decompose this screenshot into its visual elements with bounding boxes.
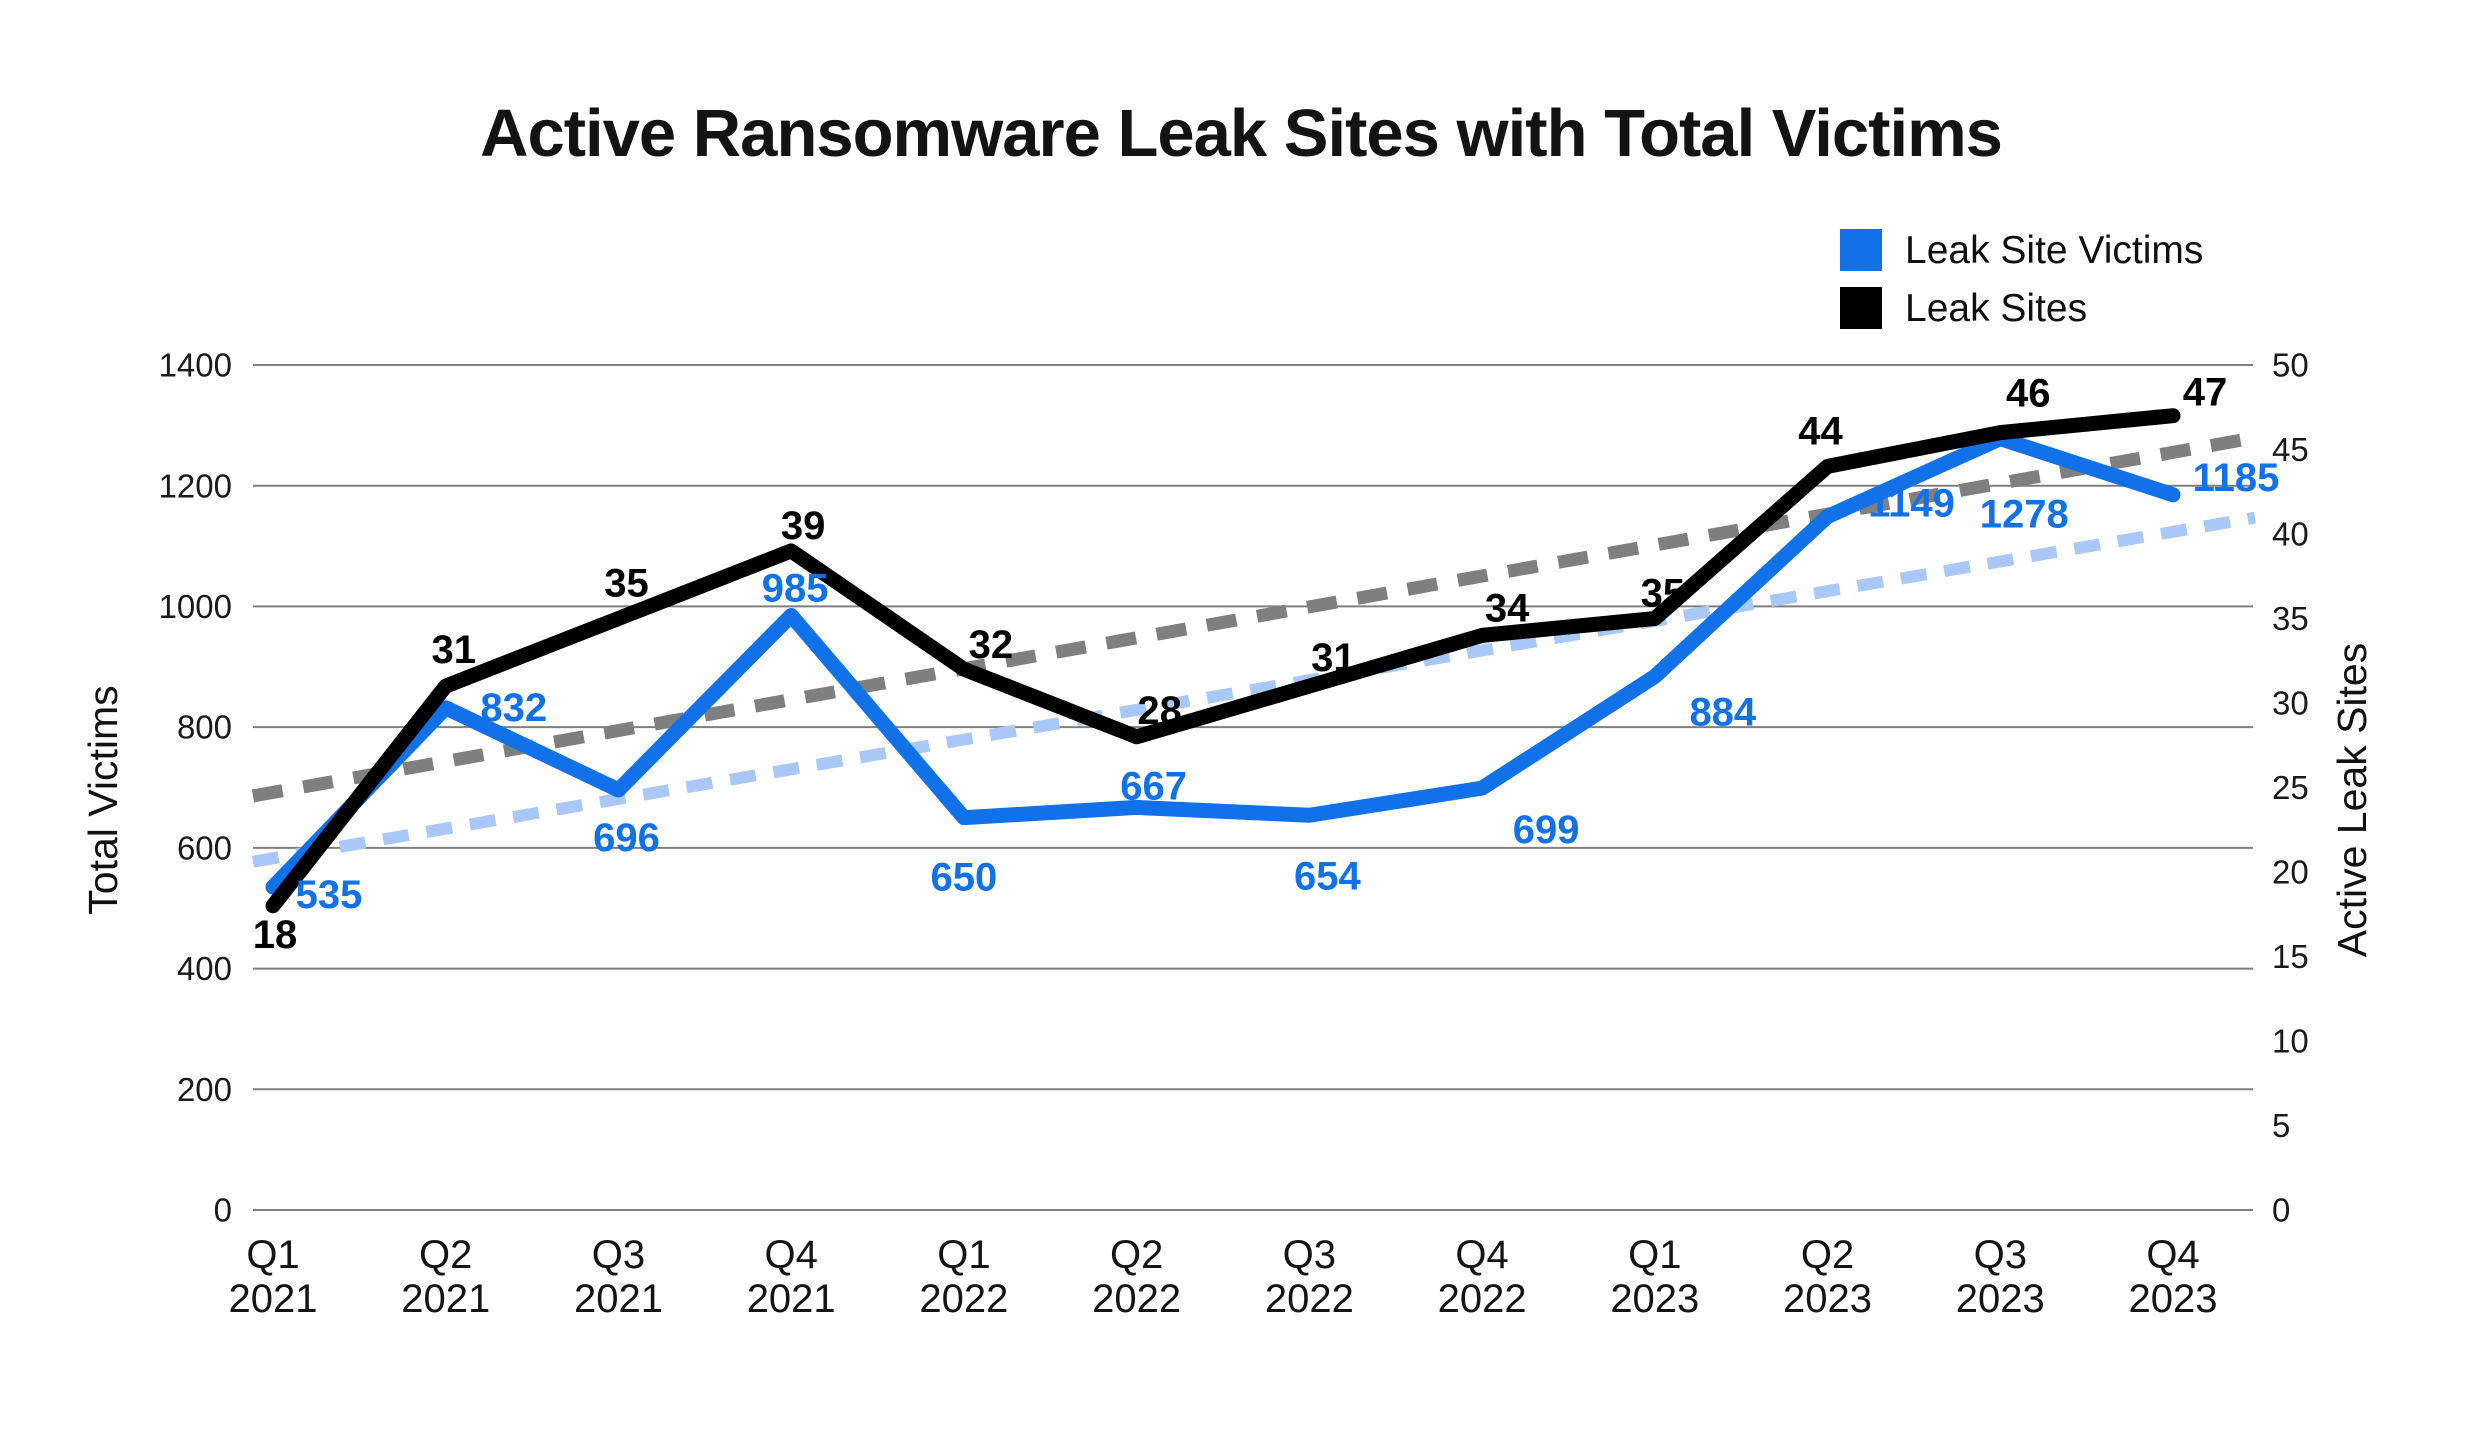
x-axis-tick-quarter: Q3	[1283, 1233, 1336, 1277]
legend-swatch-leak-site-victims	[1840, 229, 1882, 271]
x-axis-tick-year: 2021	[747, 1277, 836, 1321]
x-axis-tick-year: 2022	[1092, 1277, 1181, 1321]
left-axis-tick: 1200	[159, 467, 232, 504]
data-label-leak-sites-q2-2023: 44	[1798, 409, 1843, 453]
x-axis-tick-year: 2021	[401, 1277, 490, 1321]
x-axis-tick-year: 2021	[574, 1277, 663, 1321]
data-label-leak-site-victims-q1-2023: 884	[1689, 690, 1756, 734]
data-label-leak-sites-q4-2023: 47	[2183, 371, 2228, 415]
data-label-leak-site-victims-q4-2023: 1185	[2193, 456, 2280, 500]
data-label-leak-site-victims-q2-2023: 1149	[1868, 481, 1955, 525]
chart-title: Active Ransomware Leak Sites with Total …	[480, 96, 2003, 171]
data-label-leak-sites-q2-2022: 28	[1137, 689, 1182, 733]
data-label-leak-site-victims-q2-2021: 832	[480, 686, 547, 730]
x-axis-tick-quarter: Q3	[592, 1233, 645, 1277]
legend-label-leak-site-victims: Leak Site Victims	[1905, 228, 2204, 272]
right-axis-tick: 45	[2272, 431, 2309, 468]
data-label-leak-site-victims-q4-2022: 699	[1513, 808, 1580, 852]
trendline-leak-sites	[251, 431, 2257, 803]
data-label-leak-site-victims-q3-2023: 1278	[1980, 493, 2069, 537]
right-axis-tick: 25	[2272, 769, 2309, 806]
legend-item-leak-site-victims: Leak Site Victims	[1840, 229, 2203, 271]
data-label-leak-sites-q3-2023: 46	[2006, 372, 2051, 416]
left-axis-tick: 200	[177, 1071, 232, 1108]
right-axis-tick: 50	[2272, 347, 2309, 384]
x-axis-tick-year: 2023	[1610, 1277, 1699, 1321]
left-axis-title: Total Victims	[80, 685, 126, 914]
x-axis-tick-year: 2022	[1265, 1277, 1354, 1321]
right-axis-title: Active Leak Sites	[2329, 643, 2375, 958]
legend: Leak Site Victims Leak Sites	[1840, 229, 2203, 329]
x-axis-tick-quarter: Q1	[1628, 1233, 1681, 1277]
right-axis-tick: 10	[2272, 1023, 2309, 1060]
series-line-leak-sites	[265, 408, 2181, 914]
data-label-leak-site-victims-q1-2021: 535	[296, 873, 363, 917]
data-label-leak-site-victims-q2-2022: 667	[1120, 764, 1187, 808]
x-axis-tick-quarter: Q2	[419, 1233, 472, 1277]
x-axis-tick-quarter: Q2	[1110, 1233, 1163, 1277]
x-axis-tick-quarter: Q4	[2146, 1233, 2199, 1277]
x-axis-tick-quarter: Q1	[937, 1233, 990, 1277]
right-axis-tick: 5	[2272, 1107, 2290, 1144]
x-axis-tick-year: 2023	[1783, 1277, 1872, 1321]
data-label-leak-site-victims-q3-2021: 696	[593, 816, 660, 860]
data-label-leak-sites-q2-2021: 31	[431, 628, 476, 672]
x-axis-tick-quarter: Q1	[246, 1233, 299, 1277]
x-axis-tick-quarter: Q4	[1455, 1233, 1508, 1277]
legend-swatch-leak-sites	[1840, 287, 1882, 329]
data-label-leak-sites-q4-2021: 39	[781, 504, 826, 548]
data-label-leak-site-victims-q1-2022: 650	[931, 856, 998, 900]
left-axis-tick: 800	[177, 709, 232, 746]
x-axis-tick-year: 2023	[2129, 1277, 2218, 1321]
right-axis-tick: 20	[2272, 854, 2309, 891]
left-axis-tick: 1400	[159, 347, 232, 384]
left-axis-tick: 1000	[159, 588, 232, 625]
left-axis-tick: 600	[177, 829, 232, 866]
series-line-leak-site-victims	[265, 431, 2181, 895]
x-axis-tick-quarter: Q3	[1974, 1233, 2027, 1277]
right-axis-tick: 15	[2272, 938, 2309, 975]
data-label-leak-sites-q3-2021: 35	[604, 562, 649, 606]
data-label-leak-sites-q1-2021: 18	[253, 913, 298, 957]
trendline-leak-site-victims	[251, 511, 2257, 868]
right-axis-tick: 0	[2272, 1192, 2290, 1229]
data-label-leak-site-victims-q4-2021: 985	[762, 566, 829, 610]
data-label-leak-sites-q4-2022: 34	[1485, 586, 1530, 630]
right-axis-tick: 35	[2272, 600, 2309, 637]
data-label-leak-sites-q3-2022: 31	[1311, 636, 1356, 680]
x-axis-tick-year: 2023	[1956, 1277, 2045, 1321]
left-axis-tick: 400	[177, 950, 232, 987]
right-axis-tick: 40	[2272, 516, 2309, 553]
right-axis-tick: 30	[2272, 685, 2309, 722]
x-axis-tick-year: 2022	[919, 1277, 1008, 1321]
x-axis-tick-year: 2022	[1438, 1277, 1527, 1321]
left-axis-tick: 0	[214, 1192, 232, 1229]
data-label-leak-sites-q1-2022: 32	[969, 623, 1014, 667]
data-label-leak-sites-q1-2023: 35	[1641, 572, 1686, 616]
x-axis-tick-quarter: Q4	[765, 1233, 818, 1277]
legend-item-leak-sites: Leak Sites	[1840, 287, 2203, 329]
x-axis-tick-year: 2021	[229, 1277, 318, 1321]
x-axis-tick-quarter: Q2	[1801, 1233, 1854, 1277]
legend-label-leak-sites: Leak Sites	[1905, 286, 2088, 330]
data-label-leak-site-victims-q3-2022: 654	[1294, 854, 1361, 898]
